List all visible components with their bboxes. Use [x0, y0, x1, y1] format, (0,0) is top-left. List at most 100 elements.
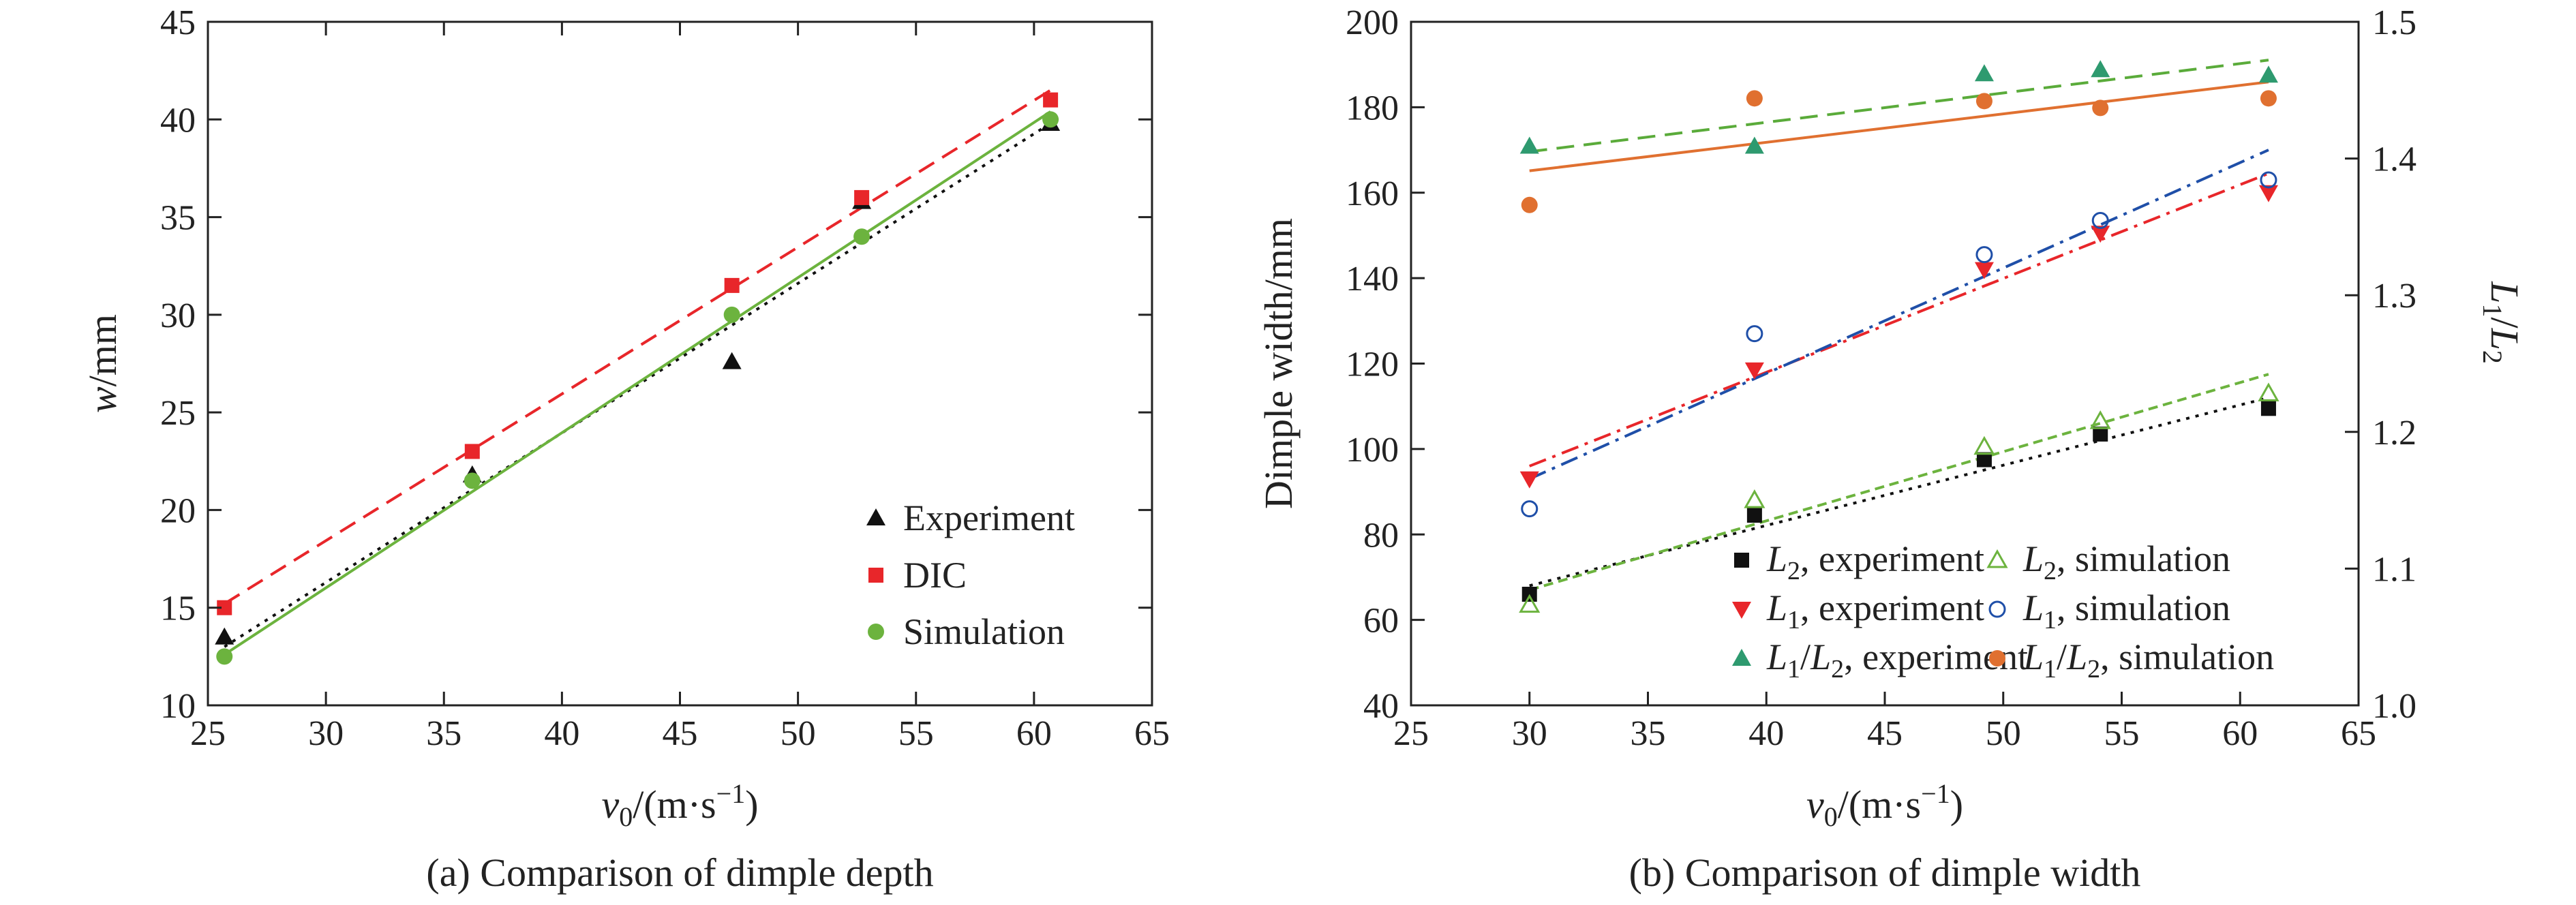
legend-text: , simulation [2057, 538, 2230, 579]
y2-axis-title-symbol-b: L [2483, 328, 2527, 350]
legend-subscript: 2 [2044, 557, 2057, 585]
data-point-series-3-3 [2091, 211, 2109, 229]
data-point-series-2-2 [1974, 262, 1994, 279]
data-point-series-2-4 [2258, 185, 2278, 202]
legend-label-4: L1/L2, experiment [1766, 636, 2028, 684]
x-tick-label: 60 [1016, 714, 1052, 753]
y-tick-label: 25 [160, 394, 196, 433]
x-tick-label: 65 [2341, 714, 2376, 753]
y-tick-label: 45 [160, 3, 196, 42]
x-tick-label: 65 [1134, 714, 1170, 753]
data-point-series-0-2 [1976, 452, 1992, 467]
fit-line-series-3 [1528, 149, 2269, 480]
x-axis-title-superscript: −1 [1921, 778, 1950, 809]
x-tick-label: 45 [1867, 714, 1903, 753]
x-tick-label: 35 [1631, 714, 1666, 753]
x-tick-label: 50 [1986, 714, 2021, 753]
legend-subscript: 1 [1787, 655, 1800, 684]
y-axis-title-text: Dimple width/mm [1256, 218, 1301, 509]
data-point-series-3-0 [1521, 500, 1539, 518]
fit-line-series-2 [1529, 172, 2269, 467]
data-point-series-2-4 [1042, 111, 1059, 128]
x-tick-label: 55 [2104, 714, 2140, 753]
y-tick-label: 60 [1363, 602, 1399, 641]
data-point-series-5-2 [1975, 93, 1992, 110]
legend-label-1: DIC [903, 555, 967, 596]
legend-subscript-2: 2 [1831, 655, 1844, 684]
x-axis-title-symbol: v [1806, 782, 1824, 827]
data-point-series-1-3 [854, 189, 870, 205]
legend-text: , simulation [2100, 636, 2274, 677]
x-axis-title-symbol: v [601, 782, 619, 827]
legend-label-0: L2, experiment [1766, 538, 1984, 585]
fit-line-series-4 [1529, 59, 2269, 153]
legend-marker-2 [868, 624, 884, 640]
legend-subscript: 1 [2044, 606, 2057, 634]
x-tick-label: 30 [1512, 714, 1547, 753]
data-point-series-4-4 [2258, 65, 2278, 83]
y-tick-label: 200 [1346, 3, 1399, 42]
y-axis-title-symbol: w [80, 386, 125, 413]
legend-label-1: L2, simulation [2022, 538, 2230, 585]
y-tick-label: 180 [1346, 89, 1399, 127]
data-point-series-3-1 [1746, 325, 1763, 343]
y-axis-title: w/mm [80, 314, 125, 413]
legend-symbol: L [1766, 587, 1787, 628]
legend-text: , experiment [1800, 587, 1984, 628]
data-point-series-4-3 [2091, 60, 2110, 78]
x-axis-title-unit: /(m·s [1838, 782, 1921, 827]
legend-marker-1 [868, 568, 883, 583]
legend-label-0: Experiment [903, 497, 1075, 538]
x-tick-label: 35 [426, 714, 461, 753]
legend-label-5: L1/L2, simulation [2022, 636, 2274, 684]
legend-marker-5 [1989, 650, 2005, 666]
caption-b: (b) Comparison of dimple width [1629, 850, 2141, 895]
y-tick-label: 35 [160, 199, 196, 238]
plot-frame [207, 20, 1153, 707]
y2-tick-label: 1.3 [2372, 277, 2416, 316]
data-point-series-1-2 [724, 277, 740, 293]
x-tick-label: 30 [308, 714, 344, 753]
data-point-series-5-3 [2092, 99, 2109, 117]
x-axis-title-superscript: −1 [716, 778, 746, 809]
data-point-series-5-1 [1746, 90, 1763, 107]
data-point-series-2-2 [723, 306, 740, 323]
y-tick-label: 30 [160, 296, 196, 335]
x-tick-label: 25 [190, 714, 226, 753]
data-point-series-2-3 [853, 228, 870, 245]
data-point-series-0-1 [1746, 508, 1762, 523]
y-tick-label: 160 [1346, 174, 1399, 213]
legend-text: , experiment [1800, 538, 1984, 579]
data-point-series-1-3 [2089, 410, 2111, 429]
data-point-series-5-0 [1521, 196, 1538, 213]
y2-tick-label: 1.1 [2372, 550, 2416, 589]
x-axis-title-unit: /(m·s [633, 782, 716, 827]
y2-axis-title-slash: / [2483, 317, 2527, 328]
legend-marker-0 [866, 508, 885, 525]
legend-marker-0 [1734, 553, 1749, 568]
legend-label-2: Simulation [903, 611, 1065, 652]
y-axis-title-unit: /mm [80, 314, 125, 386]
y2-tick-label: 1.4 [2372, 140, 2416, 179]
data-point-series-2-3 [2091, 226, 2110, 243]
x-tick-label: 55 [898, 714, 934, 753]
data-point-series-1-1 [1744, 489, 1766, 508]
legend-subscript: 2 [1787, 557, 1800, 585]
data-point-series-2-1 [1744, 362, 1764, 380]
x-tick-label: 40 [1748, 714, 1784, 753]
legend-symbol: L [1766, 636, 1787, 677]
x-tick-label: 50 [781, 714, 816, 753]
legend-symbol-2: L [2066, 636, 2087, 677]
data-point-series-2-1 [464, 472, 481, 489]
data-point-series-3-2 [1975, 246, 1993, 264]
data-point-series-5-4 [2260, 90, 2277, 107]
legend-symbol: L [2022, 538, 2044, 579]
fit-line-series-2 [224, 110, 1052, 656]
data-point-series-3-4 [2260, 171, 2277, 189]
x-tick-label: 25 [1393, 714, 1429, 753]
y-axis-title: Dimple width/mm [1256, 218, 1301, 509]
y2-tick-label: 1.0 [2372, 687, 2416, 726]
x-axis-title-subscript: 0 [1824, 801, 1838, 832]
y-tick-label: 15 [160, 589, 196, 628]
